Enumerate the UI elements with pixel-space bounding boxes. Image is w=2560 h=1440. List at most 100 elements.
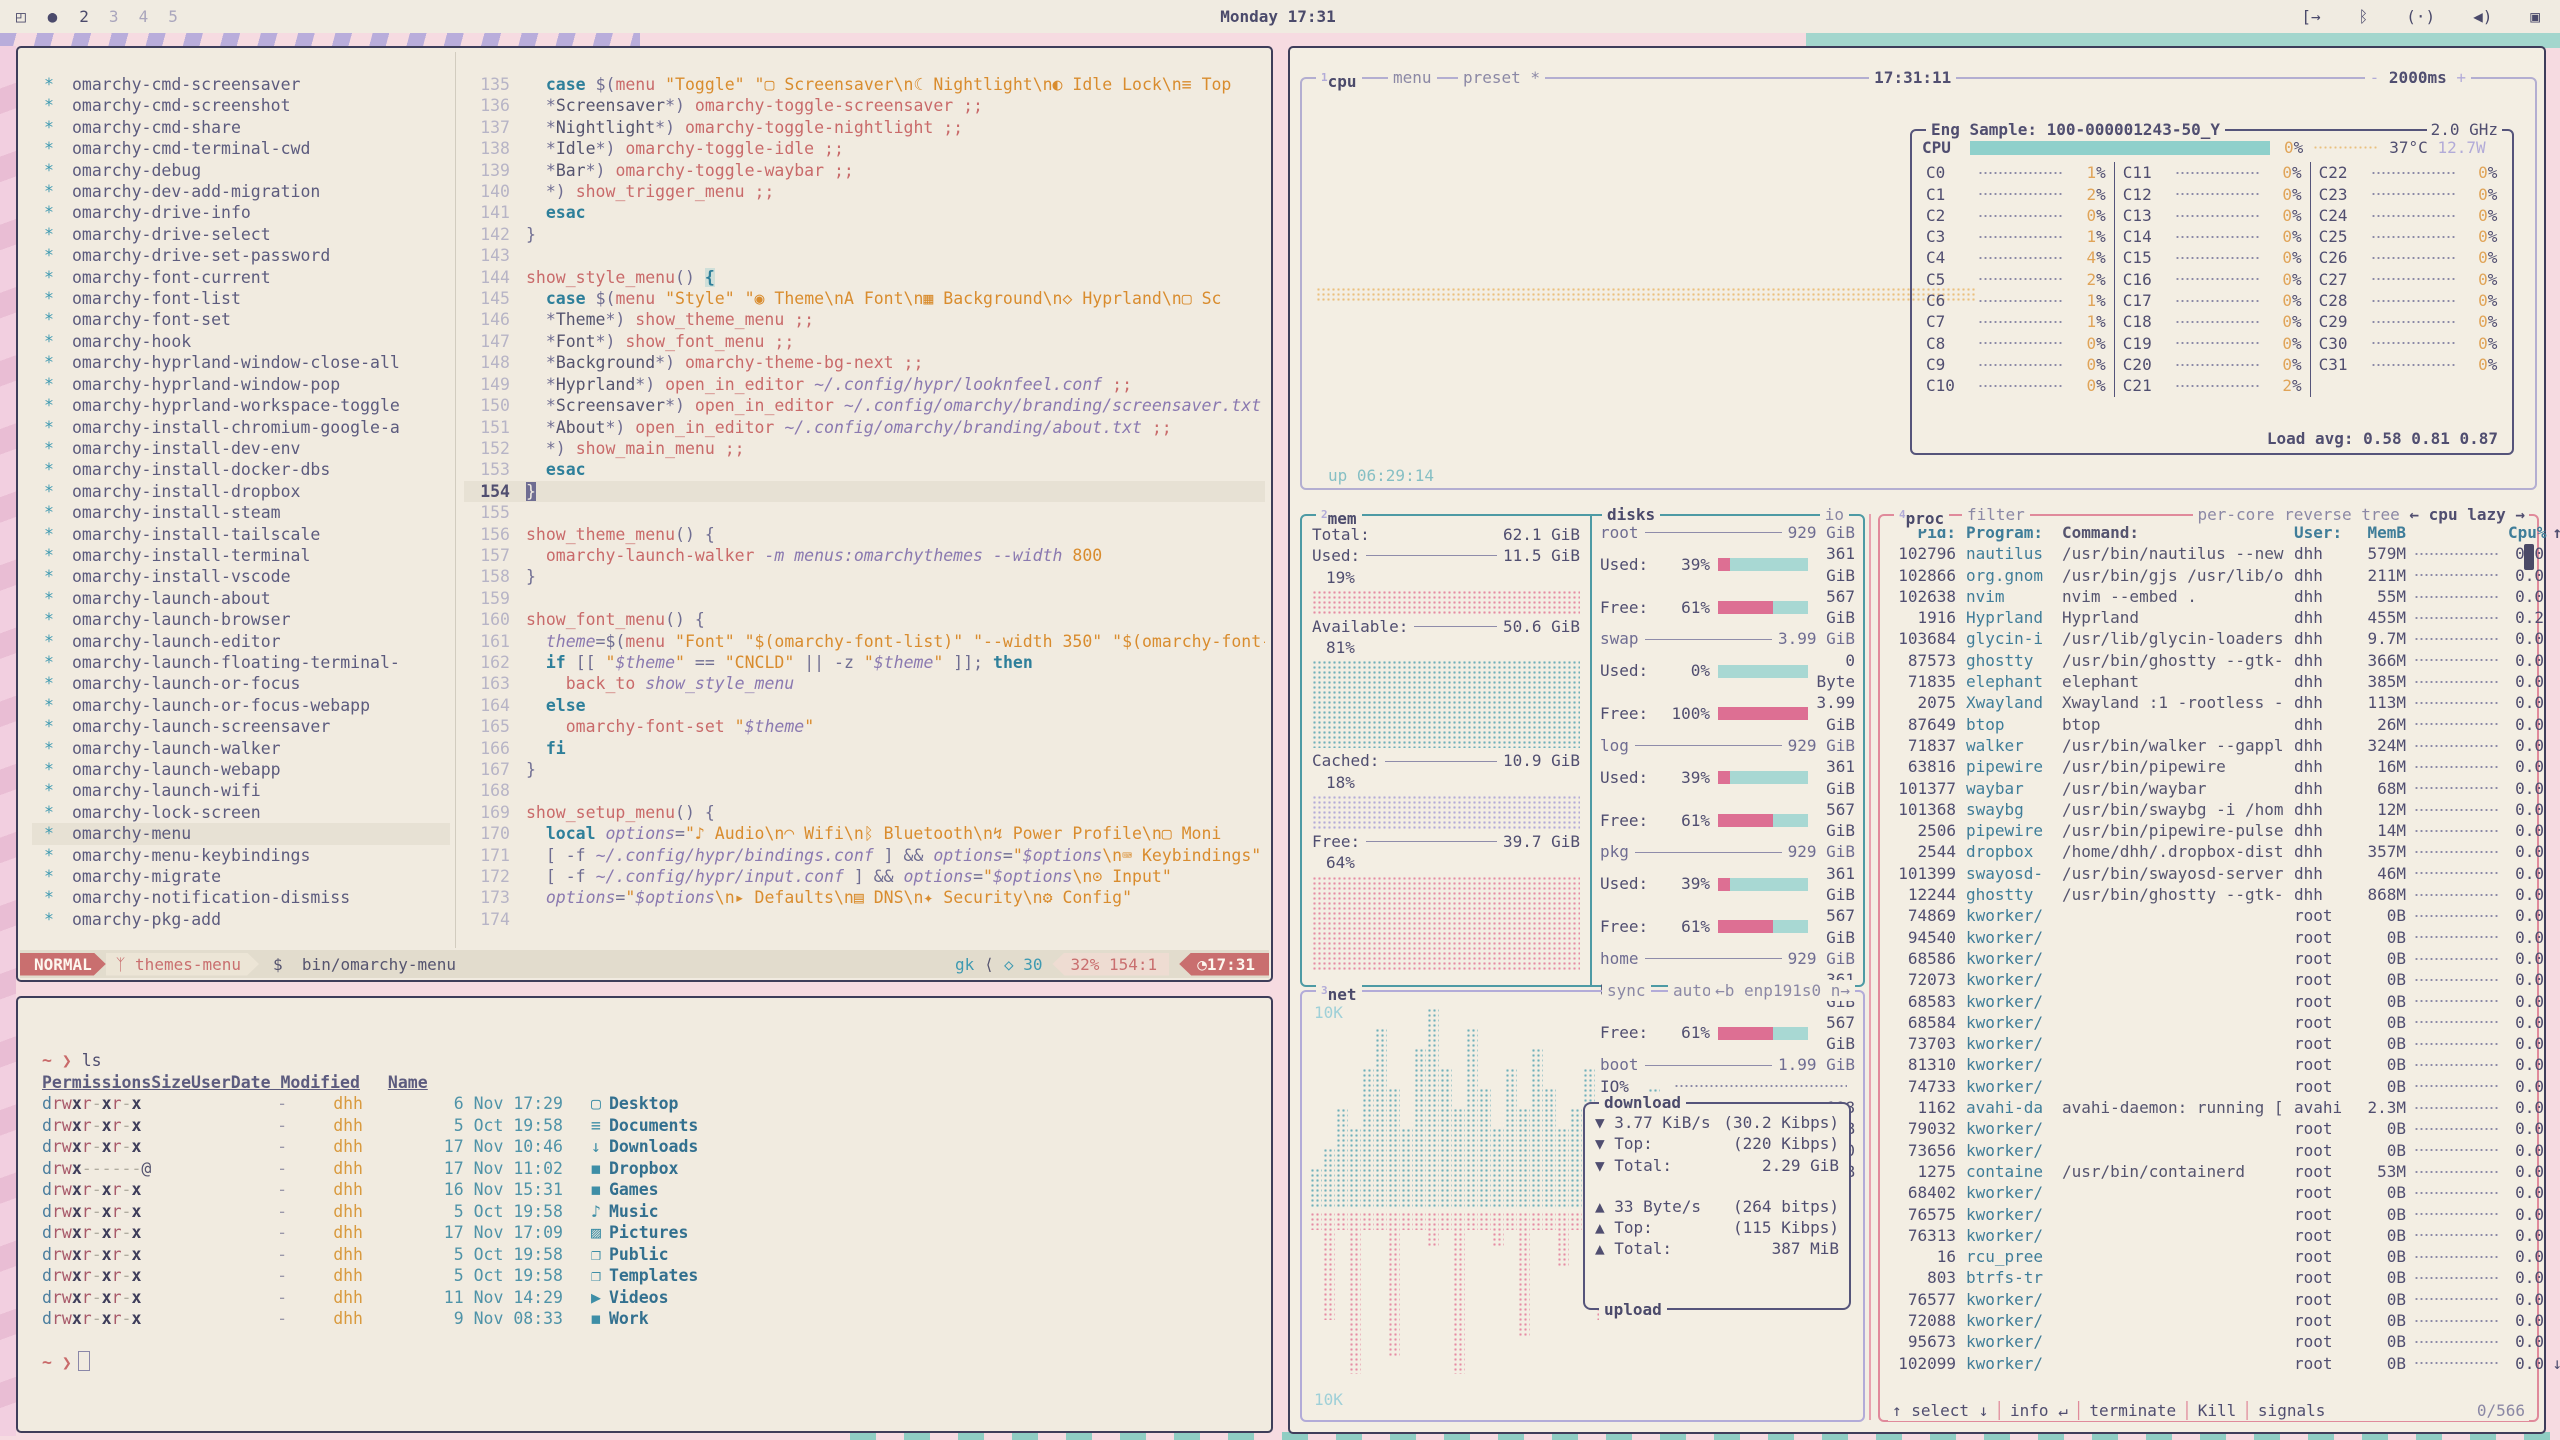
file-item[interactable]: * omarchy-cmd-terminal-cwd xyxy=(44,139,311,159)
process-row[interactable]: 87573 ghostty/usr/bin/ghostty --gtk-dhh 36… xyxy=(1907,650,2544,670)
file-item[interactable]: * omarchy-install-chromium-google-a xyxy=(44,417,400,437)
tab-menu[interactable]: menu xyxy=(1388,67,1437,89)
process-row[interactable]: 102796 nautilus/usr/bin/nautilus --new dhh… xyxy=(1890,543,2544,564)
process-row[interactable]: 101399 swayosd-/usr/bin/swayosd-server dhh… xyxy=(1898,863,2544,883)
terminal-cursor[interactable] xyxy=(77,1350,90,1371)
file-item[interactable]: * omarchy-install-steam xyxy=(44,503,281,523)
proc-options[interactable]: per-core reverse tree ← cpu lazy → xyxy=(2193,504,2529,526)
file-item[interactable]: * omarchy-install-terminal xyxy=(44,545,311,565)
file-item[interactable]: * omarchy-launch-about xyxy=(44,588,271,608)
process-row[interactable]: 2506 pipewire/usr/bin/pipewire-pulse dhh 14… xyxy=(1917,821,2544,841)
tab-net[interactable]: 3net xyxy=(1316,980,1362,1006)
file-item[interactable]: * omarchy-launch-browser xyxy=(44,610,291,630)
tab-io[interactable]: io xyxy=(1819,504,1849,526)
file-item[interactable]: * omarchy-drive-info xyxy=(44,203,251,223)
kill-hint[interactable]: Kill xyxy=(2197,1400,2237,1420)
file-item[interactable]: * omarchy-cmd-share xyxy=(44,117,241,137)
tab-filter[interactable]: filter xyxy=(1962,504,2030,526)
file-item[interactable]: * omarchy-launch-editor xyxy=(44,631,281,651)
file-item[interactable]: * omarchy-install-docker-dbs xyxy=(44,460,331,480)
bluetooth-icon[interactable]: ᛒ xyxy=(2358,7,2369,26)
workspace-3[interactable]: 3 xyxy=(108,7,119,26)
process-row[interactable]: 81310 kworker/root 0B 0.0 xyxy=(1907,1055,2544,1075)
file-item[interactable]: * omarchy-drive-select xyxy=(44,224,271,244)
tab-preset[interactable]: preset * xyxy=(1458,67,1546,89)
signals-hint[interactable]: signals xyxy=(2257,1400,2326,1420)
file-item[interactable]: * omarchy-install-tailscale xyxy=(44,524,321,544)
file-item[interactable]: * omarchy-font-current xyxy=(44,267,271,287)
process-row[interactable]: 63816 pipewire/usr/bin/pipewire dhh 16M 0.0 xyxy=(1907,757,2544,777)
process-row[interactable]: 73703 kworker/root 0B 0.0 xyxy=(1907,1034,2544,1054)
tab-proc[interactable]: 4proc xyxy=(1894,504,1950,530)
file-item[interactable]: * omarchy-hook xyxy=(44,331,192,351)
cpu-chip-icon[interactable]: ▣ xyxy=(2530,7,2540,26)
sort-arrow-icon[interactable]: ↑ xyxy=(2552,523,2560,542)
process-row[interactable]: 1162 avahi-da avahi-daemon: running [avahi… xyxy=(1917,1098,2544,1118)
process-row[interactable]: 76577 kworker/root 0B 0.0 xyxy=(1907,1289,2544,1309)
workspace-4[interactable]: 4 xyxy=(138,7,149,26)
net-interface[interactable]: ←b enp191s0 n→ xyxy=(1710,980,1855,1002)
file-item[interactable]: * omarchy-launch-floating-terminal- xyxy=(44,652,400,672)
file-item[interactable]: * omarchy-pkg-add xyxy=(44,909,222,929)
launcher-icon[interactable]: ◰ xyxy=(16,7,26,26)
tab-mem[interactable]: 2mem xyxy=(1316,504,1362,530)
file-item[interactable]: * omarchy-cmd-screensaver xyxy=(44,75,301,94)
process-row[interactable]: 101368 swaybg/usr/bin/swaybg -i /hom dhh 12… xyxy=(1898,799,2544,819)
workspace-2[interactable]: 2 xyxy=(79,7,89,26)
workspace-5[interactable]: 5 xyxy=(168,7,178,26)
terminate-hint[interactable]: terminate xyxy=(2089,1400,2177,1420)
process-row[interactable]: 102866 org.gnom/usr/bin/gjs /usr/lib/o dhh… xyxy=(1898,565,2544,585)
file-item[interactable]: * omarchy-launch-screensaver xyxy=(44,717,331,737)
process-row[interactable]: 1916 Hyprland Hyprland dhh 455M 0.2 xyxy=(1917,608,2544,628)
file-item[interactable]: * omarchy-launch-walker xyxy=(44,738,281,758)
process-row[interactable]: 102638 nvim nvim --embed . dhh 55M 0.0 xyxy=(1898,586,2544,606)
process-row[interactable]: 74733 kworker/root 0B 0.0 xyxy=(1907,1076,2544,1096)
update-interval[interactable]: - 2000ms + xyxy=(2364,67,2471,89)
process-row[interactable]: 2075 Xwayland Xwayland :1 -rootless - dhh 11… xyxy=(1917,693,2544,713)
tab-cpu[interactable]: 1cpu xyxy=(1316,67,1362,93)
file-item[interactable]: * omarchy-menu xyxy=(32,823,450,845)
process-row[interactable]: 103684 glycin-i/usr/lib/glycin-loaders dhh… xyxy=(1898,629,2544,649)
file-item[interactable]: * omarchy-menu-keybindings xyxy=(44,845,311,865)
file-item[interactable]: * omarchy-notification-dismiss xyxy=(44,888,351,908)
file-item[interactable]: * omarchy-font-list xyxy=(44,289,241,309)
file-item[interactable]: * omarchy-install-dropbox xyxy=(44,481,301,501)
file-item[interactable]: * omarchy-launch-or-focus-webapp xyxy=(44,695,371,715)
info-hint[interactable]: info ↵ xyxy=(2009,1400,2068,1420)
process-row[interactable]: 803 btrfs-tr root 0B 0.0 xyxy=(1927,1268,2544,1288)
file-item[interactable]: * omarchy-dev-add-migration xyxy=(44,182,321,202)
network-icon[interactable]: (·) xyxy=(2406,7,2436,26)
file-item[interactable]: * omarchy-lock-screen xyxy=(44,802,261,822)
process-row[interactable]: 72088 kworker/root 0B 0.0 xyxy=(1907,1310,2544,1330)
process-row[interactable]: 71835 elephant elephant dhh 385M 0.0 xyxy=(1907,672,2544,692)
file-item[interactable]: * omarchy-install-vscode xyxy=(44,567,291,587)
proc-scrollbar[interactable] xyxy=(2524,544,2534,570)
file-item[interactable]: * omarchy-drive-set-password xyxy=(44,246,331,266)
volume-icon[interactable]: ◀) xyxy=(2473,7,2493,26)
process-row[interactable]: 95673 kworker/root 0B 0.0 xyxy=(1907,1332,2544,1352)
file-item[interactable]: * omarchy-hyprland-window-pop xyxy=(44,374,341,394)
file-item[interactable]: * omarchy-hyprland-workspace-toggle xyxy=(44,396,400,416)
file-item[interactable]: * omarchy-launch-or-focus xyxy=(44,674,301,694)
process-row[interactable]: 12244 ghostty/usr/bin/ghostty --gtk-dhh 86… xyxy=(1907,885,2544,905)
process-row[interactable]: 79032 kworker/root 0B 0.0 xyxy=(1907,1119,2544,1139)
process-row[interactable]: 2544 dropbox/home/dhh/.dropbox-dist dhh 357… xyxy=(1917,842,2544,862)
process-row[interactable]: 87649 btop btop dhh 26M 0.0 xyxy=(1907,714,2544,734)
file-item[interactable]: * omarchy-migrate xyxy=(44,867,222,887)
file-item[interactable]: * omarchy-launch-webapp xyxy=(44,760,281,779)
tab-disks[interactable]: disks xyxy=(1602,504,1661,526)
file-item[interactable]: * omarchy-install-dev-env xyxy=(44,438,301,458)
logout-icon[interactable]: [→ xyxy=(2301,7,2321,26)
file-item[interactable]: * omarchy-hyprland-window-close-all xyxy=(44,353,400,373)
process-row[interactable]: 68586 kworker/root 0B 0.0 xyxy=(1907,948,2544,968)
file-item[interactable]: * omarchy-cmd-screenshot xyxy=(44,96,291,116)
process-row[interactable]: 16 rcu_pree root 0B 0.0 xyxy=(1936,1247,2544,1267)
net-tab-sync[interactable]: sync xyxy=(1602,980,1651,1002)
process-row[interactable]: 102099 kworker/root 0B 0.0 ↓ xyxy=(1898,1353,2560,1373)
file-item[interactable]: * omarchy-debug xyxy=(44,160,202,180)
select-hint[interactable]: ↑ select ↓ xyxy=(1892,1400,1989,1420)
net-tab-auto[interactable]: auto xyxy=(1668,980,1717,1002)
process-row[interactable]: 72073 kworker/root 0B 0.0 xyxy=(1907,970,2544,990)
process-row[interactable]: 68583 kworker/root 0B 0.0 xyxy=(1907,991,2544,1011)
